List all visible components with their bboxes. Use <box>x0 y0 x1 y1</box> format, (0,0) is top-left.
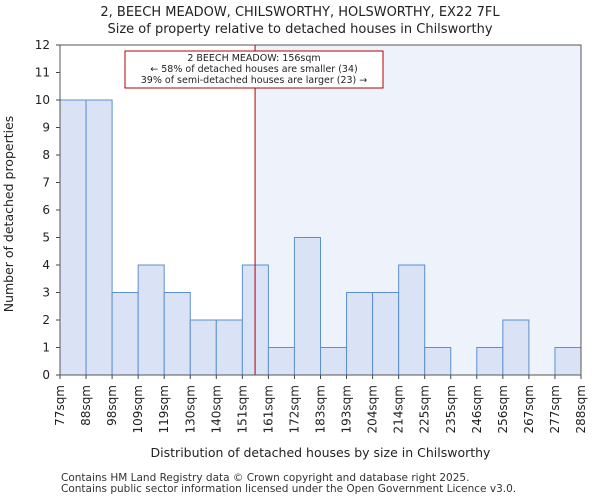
bar-88sqm <box>85 99 113 376</box>
x-axis-ticks: 77sqm 88sqm 98sqm 109sqm 119sqm 130sqm 140sqm 1… <box>53 375 588 433</box>
y-tick-label: 9 <box>42 121 50 135</box>
x-tick-label: 161sqm <box>261 385 275 433</box>
x-tick-label: 77sqm <box>53 385 67 426</box>
x-tick-label: 225sqm <box>418 385 432 433</box>
bar-183sqm <box>320 347 348 376</box>
x-tick-label: 204sqm <box>366 385 380 433</box>
plot-frame <box>59 44 582 376</box>
chart-subtitle: Size of property relative to detached ho… <box>107 22 492 37</box>
bar-204sqm <box>372 292 400 376</box>
y-tick-label: 4 <box>42 258 50 272</box>
x-tick-label: 214sqm <box>392 385 406 433</box>
annotation-smaller: ← 58% of detached houses are smaller (34… <box>150 64 357 75</box>
x-tick-label: 172sqm <box>287 385 301 433</box>
x-tick-label: 98sqm <box>105 385 119 426</box>
x-tick-label: 130sqm <box>183 385 197 433</box>
annotation-larger: 39% of semi-detached houses are larger (… <box>141 75 368 86</box>
y-tick-label: 0 <box>42 368 50 382</box>
bar-225sqm <box>424 347 452 376</box>
footer-line-2: Contains public sector information licen… <box>61 483 517 495</box>
x-tick-label: 256sqm <box>496 385 510 433</box>
y-tick-label: 10 <box>35 93 50 107</box>
footer-line-1: Contains HM Land Registry data © Crown c… <box>61 472 470 484</box>
x-tick-label: 140sqm <box>209 385 223 433</box>
bar-77sqm <box>59 99 87 376</box>
bar-161sqm <box>267 347 295 376</box>
y-tick-label: 1 <box>42 341 50 355</box>
bar-246sqm <box>476 347 504 376</box>
y-tick-label: 8 <box>42 148 50 162</box>
x-tick-label: 183sqm <box>314 385 328 433</box>
bar-109sqm <box>137 264 165 376</box>
bar-172sqm <box>293 237 322 376</box>
bar-256sqm <box>502 319 530 376</box>
x-tick-label: 119sqm <box>157 385 171 433</box>
x-tick-label: 235sqm <box>444 385 458 433</box>
x-tick-label: 109sqm <box>131 385 145 433</box>
y-tick-label: 11 <box>35 66 50 80</box>
x-axis-label: Distribution of detached houses by size … <box>151 445 492 460</box>
bar-193sqm <box>346 292 374 376</box>
y-axis-label: Number of detached properties <box>1 116 16 313</box>
bar-214sqm <box>398 264 426 376</box>
x-tick-label: 246sqm <box>470 385 484 433</box>
x-tick-label: 267sqm <box>522 385 536 433</box>
bar-119sqm <box>163 292 191 376</box>
bar-140sqm <box>215 319 243 376</box>
annotation-rect <box>124 50 384 89</box>
bars-group <box>59 99 582 376</box>
annotation-title: 2 BEECH MEADOW: 156sqm <box>187 53 320 64</box>
bar-277sqm <box>554 347 582 376</box>
bar-98sqm <box>111 292 139 376</box>
y-tick-label: 6 <box>42 203 50 217</box>
y-tick-label: 7 <box>42 176 50 190</box>
footer: Contains HM Land Registry data © Crown c… <box>61 473 516 495</box>
annotation-box: 2 BEECH MEADOW: 156sqm ← 58% of detached… <box>124 50 384 89</box>
x-tick-label: 277sqm <box>548 385 562 433</box>
chart-title: 2, BEECH MEADOW, CHILSWORTHY, HOLSWORTHY… <box>100 5 500 20</box>
x-tick-label: 288sqm <box>574 385 588 433</box>
x-tick-label: 151sqm <box>235 385 249 433</box>
y-tick-label: 3 <box>42 286 50 300</box>
x-tick-label: 193sqm <box>340 385 354 433</box>
y-tick-label: 5 <box>42 231 50 245</box>
x-tick-label: 88sqm <box>79 385 93 426</box>
y-tick-label: 2 <box>42 313 50 327</box>
y-tick-label: 12 <box>35 38 50 52</box>
bar-130sqm <box>189 319 217 376</box>
